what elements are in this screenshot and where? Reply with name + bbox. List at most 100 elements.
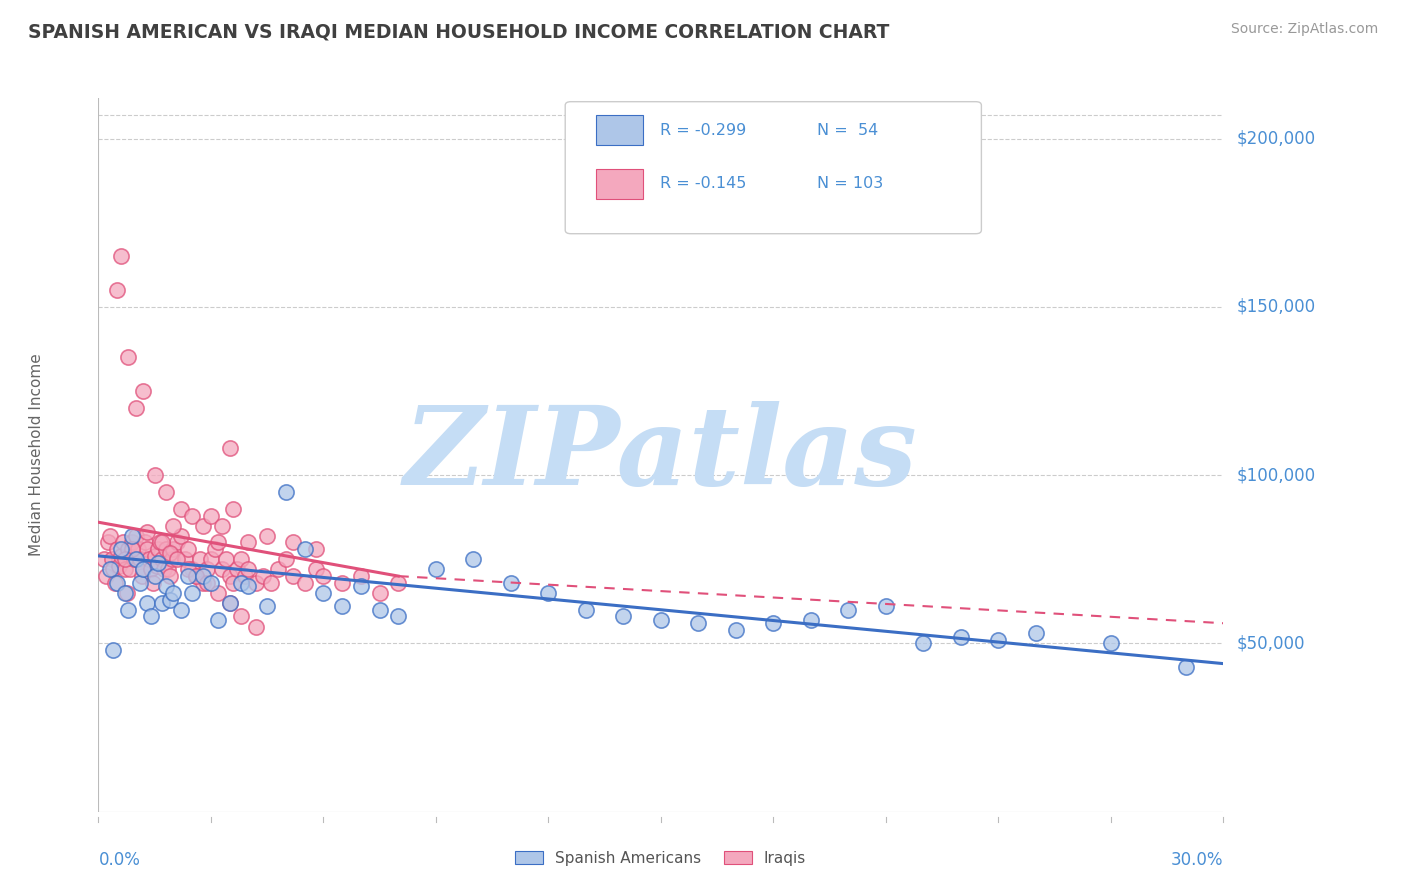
Point <box>136 525 159 540</box>
Text: N = 103: N = 103 <box>817 177 883 191</box>
Point <box>150 535 173 549</box>
Point <box>100 552 122 566</box>
Point <box>256 529 278 543</box>
Point <box>166 552 188 566</box>
Point <box>117 603 139 617</box>
Point <box>139 562 162 576</box>
Point <box>98 562 121 576</box>
Point <box>139 609 162 624</box>
Point <box>218 569 240 583</box>
Point <box>283 535 305 549</box>
Point <box>110 249 132 263</box>
Point <box>181 562 204 576</box>
Point <box>131 569 153 583</box>
Point <box>150 596 173 610</box>
Point <box>132 562 155 576</box>
Point <box>121 542 143 557</box>
Point <box>97 535 120 549</box>
Point <box>218 596 240 610</box>
Point <box>229 609 252 624</box>
Point <box>170 529 193 543</box>
Text: R = -0.299: R = -0.299 <box>659 123 747 137</box>
Point <box>159 592 181 607</box>
Point <box>215 552 238 566</box>
Point <box>120 562 142 576</box>
Point <box>274 552 297 566</box>
Point <box>150 552 173 566</box>
Point <box>155 542 177 557</box>
Point <box>104 575 127 590</box>
Point <box>200 508 222 523</box>
Point <box>207 586 229 600</box>
Point <box>184 569 207 583</box>
Point <box>105 575 128 590</box>
Point <box>305 562 328 576</box>
Point <box>222 575 245 590</box>
Point <box>153 562 176 576</box>
Point <box>200 552 222 566</box>
Point <box>233 569 256 583</box>
Point <box>330 575 353 590</box>
Point <box>170 501 193 516</box>
Point <box>108 559 131 574</box>
Point <box>387 609 409 624</box>
Point <box>103 643 125 657</box>
Point <box>305 542 328 557</box>
Point <box>425 562 447 576</box>
Point <box>110 542 132 557</box>
Point <box>117 542 139 557</box>
Point <box>211 562 233 576</box>
Point <box>125 552 148 566</box>
Point <box>912 636 935 650</box>
Point <box>800 613 823 627</box>
Point <box>837 603 859 617</box>
Point <box>204 542 226 557</box>
Point <box>724 623 747 637</box>
Point <box>143 549 166 563</box>
Point <box>193 575 215 590</box>
Point <box>193 518 215 533</box>
Point <box>132 384 155 398</box>
Point <box>762 616 785 631</box>
Point <box>138 552 160 566</box>
Point <box>114 562 136 576</box>
Point <box>218 441 240 455</box>
Point <box>125 401 148 415</box>
Point <box>238 579 260 593</box>
Point <box>114 552 136 566</box>
Point <box>949 630 972 644</box>
Point <box>195 562 218 576</box>
Point <box>1025 626 1047 640</box>
Point <box>612 609 634 624</box>
Point <box>159 545 181 559</box>
Point <box>181 586 204 600</box>
Point <box>105 542 128 557</box>
Point <box>145 559 167 574</box>
Point <box>136 596 159 610</box>
Point <box>987 633 1010 648</box>
Point <box>159 569 181 583</box>
Point <box>1099 636 1122 650</box>
Text: $200,000: $200,000 <box>1237 129 1316 147</box>
Point <box>105 283 128 297</box>
Point <box>368 586 391 600</box>
Point <box>114 586 136 600</box>
Point <box>294 542 316 557</box>
Point <box>256 599 278 614</box>
Point <box>499 575 522 590</box>
Point <box>103 562 125 576</box>
Text: SPANISH AMERICAN VS IRAQI MEDIAN HOUSEHOLD INCOME CORRELATION CHART: SPANISH AMERICAN VS IRAQI MEDIAN HOUSEHO… <box>28 22 890 41</box>
Point <box>195 575 218 590</box>
Text: 0.0%: 0.0% <box>98 851 141 869</box>
Point <box>283 569 305 583</box>
Point <box>117 351 139 365</box>
Point <box>238 562 260 576</box>
Text: Median Household Income: Median Household Income <box>30 353 44 557</box>
Text: $150,000: $150,000 <box>1237 298 1316 316</box>
Point <box>294 575 316 590</box>
Point <box>688 616 710 631</box>
Point <box>143 569 166 583</box>
Point <box>226 562 249 576</box>
Text: R = -0.145: R = -0.145 <box>659 177 747 191</box>
Point <box>229 552 252 566</box>
